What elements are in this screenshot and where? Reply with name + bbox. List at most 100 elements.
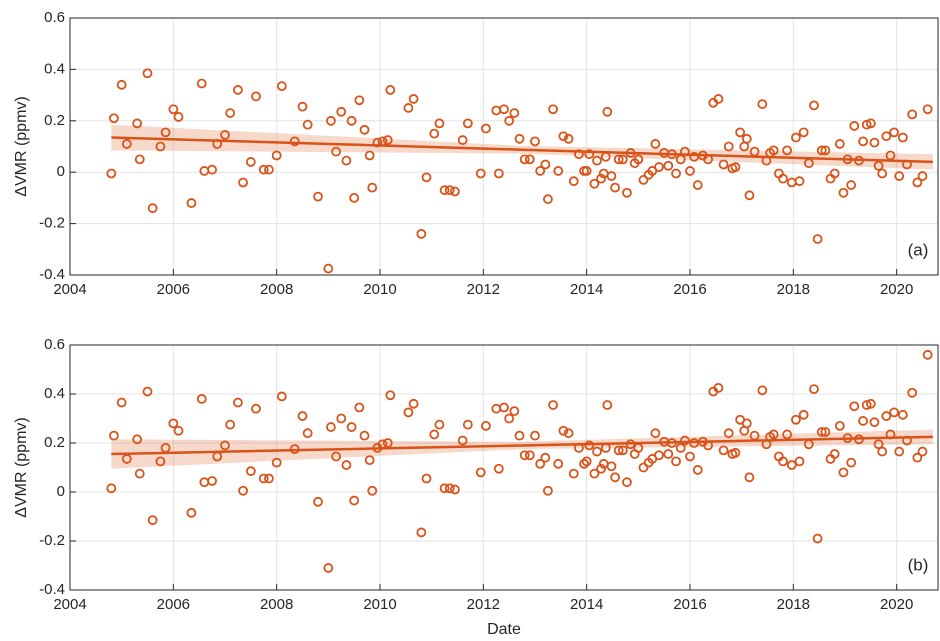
data-point (336, 106, 347, 117)
data-point (730, 162, 741, 172)
data-point (377, 136, 388, 147)
data-point (749, 146, 760, 157)
data-point (650, 428, 661, 439)
data-point (568, 176, 579, 187)
x-tick-label: 2020 (880, 596, 913, 613)
data-point (481, 420, 491, 431)
data-point (592, 155, 602, 166)
data-point (730, 447, 741, 458)
data-point (638, 175, 649, 185)
data-point (509, 406, 520, 417)
data-point (238, 177, 248, 188)
data-point (606, 461, 617, 472)
data-point (331, 146, 341, 157)
data-point (313, 191, 323, 202)
data-point (761, 439, 772, 450)
x-tick-label: 2020 (880, 281, 913, 298)
y-tick-label: -0.2 (39, 215, 65, 232)
y-axis-label: ΔVMR (ppmv) (13, 96, 30, 196)
data-point (782, 145, 793, 156)
data-point (606, 171, 617, 181)
data-point (155, 456, 166, 467)
data-point (499, 104, 509, 115)
data-point (778, 456, 788, 467)
x-tick-label: 2014 (570, 281, 603, 298)
data-point (155, 141, 166, 152)
confidence-band (111, 429, 933, 469)
data-point (744, 472, 755, 483)
data-point (212, 451, 223, 462)
data-point (326, 115, 336, 126)
data-point (207, 164, 217, 175)
axes-box (69, 17, 939, 276)
data-point (196, 393, 207, 404)
data-point (574, 149, 584, 160)
data-point (519, 450, 530, 461)
data-point (504, 413, 515, 424)
data-point (462, 118, 473, 129)
data-point (902, 435, 912, 446)
data-point (889, 407, 899, 418)
data-point (838, 467, 849, 478)
data-point (323, 263, 334, 274)
data-point (530, 430, 540, 441)
y-tick-label: 0.6 (44, 336, 65, 353)
data-point (245, 466, 256, 477)
data-point (820, 427, 831, 437)
data-point (372, 137, 383, 148)
data-point (220, 130, 230, 140)
data-point (741, 418, 752, 429)
data-point (524, 154, 535, 165)
y-tick-label: 0 (57, 163, 65, 180)
data-point (354, 402, 365, 413)
data-point (812, 234, 823, 244)
data-point (613, 445, 624, 456)
data-point (869, 417, 880, 428)
data-point (912, 177, 923, 188)
data-point (106, 483, 117, 494)
data-point (367, 182, 378, 193)
data-point (421, 473, 432, 484)
data-point (622, 477, 632, 488)
data-point (367, 485, 378, 496)
data-point (791, 132, 801, 143)
data-point (829, 449, 840, 459)
data-point (408, 398, 419, 409)
data-point (581, 456, 592, 467)
data-point (548, 400, 558, 410)
data-point (106, 168, 117, 179)
data-point (602, 106, 613, 117)
data-point (382, 438, 393, 448)
data-point (147, 203, 158, 214)
data-point (225, 419, 236, 430)
data-point (713, 94, 724, 104)
x-tick-label: 2016 (673, 596, 706, 613)
data-point (514, 133, 525, 144)
data-point (917, 171, 928, 181)
data-point (671, 168, 681, 179)
data-point (212, 139, 223, 149)
data-point (359, 430, 370, 441)
y-axis-label: ΔVMR (ppmv) (13, 417, 30, 517)
data-point (341, 155, 352, 166)
data-point (757, 99, 768, 109)
data-point (713, 382, 724, 393)
data-point (509, 108, 520, 118)
data-point (116, 397, 127, 408)
data-point (689, 151, 700, 162)
data-point (132, 434, 143, 445)
data-point (147, 515, 158, 526)
data-point (258, 473, 269, 484)
data-point (349, 495, 360, 506)
data-point (650, 139, 661, 149)
data-point (675, 154, 686, 165)
data-point (535, 166, 546, 176)
data-point (744, 190, 755, 201)
data-point (877, 446, 888, 457)
data-point (421, 172, 432, 183)
data-point (109, 430, 119, 441)
data-point (491, 403, 502, 414)
data-point (385, 85, 396, 95)
data-point (429, 128, 440, 139)
data-point (196, 78, 207, 89)
